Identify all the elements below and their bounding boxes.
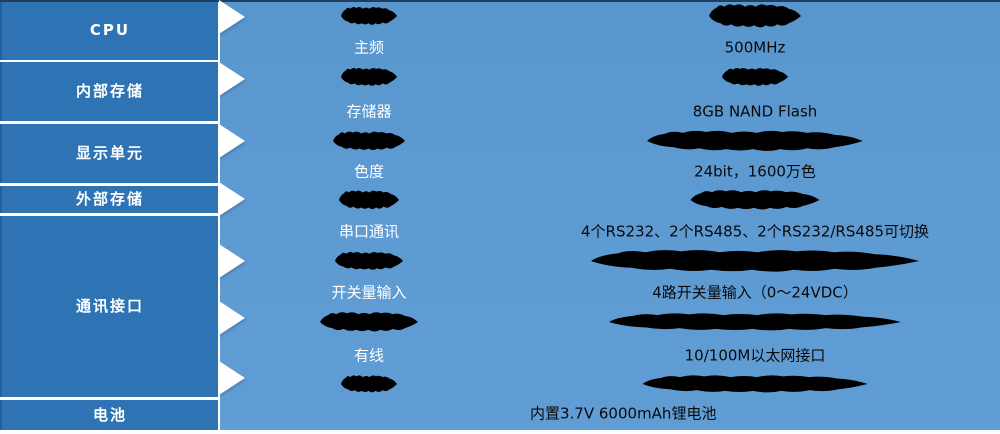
redacted-text [642,375,868,393]
param-label: 有线 [353,346,385,365]
param-label: 存储器 [346,102,392,121]
chevron-right-icon [219,124,245,158]
sidebar-category-internal-storage: 内部存储 [0,62,218,121]
redacted-text [335,251,403,270]
sidebar-category-comm-interface: 通讯接口 [0,216,218,397]
value-label: 4个RS232、2个RS485、2个RS232/RS485可切换 [581,222,929,241]
chevron-right-icon [219,182,245,216]
value-label: 24bit，1600万色 [694,162,816,181]
value-label: 10/100M以太网接口 [684,346,826,365]
sidebar: CPU 内部存储显示单元外部存储通讯接口电池 [0,0,220,430]
param-label: 串口通讯 [338,222,400,241]
value-label: 8GB NAND Flash [692,102,818,121]
sidebar-category-battery: 电池 [0,400,218,430]
redacted-text [609,313,901,331]
redacted-text [320,312,418,332]
chevron-right-icon [219,0,245,34]
category-label: 通讯接口 [75,297,144,315]
redacted-text [339,190,399,210]
chevron-right-icon [219,244,245,278]
redacted-text [341,375,397,393]
category-label: CPU [89,21,131,39]
param-label: 主频 [353,38,385,57]
redacted-text [333,131,405,151]
redacted-text [341,67,397,86]
value-label: 500MHz [724,38,786,57]
chevron-right-icon [219,361,245,395]
category-label: 外部存储 [75,190,144,208]
value-label: 4路开关量输入（0～24VDC） [652,283,858,302]
redacted-text [341,6,397,25]
category-label: 显示单元 [75,144,144,162]
category-label: 电池 [92,405,127,424]
sidebar-category-external-storage: 外部存储 [0,186,218,213]
top-border [0,0,1000,2]
battery-value-label: 内置3.7V 6000mAh锂电池 [530,404,717,423]
sidebar-category-display-unit: 显示单元 [0,124,218,183]
bottom-border [0,430,1000,434]
redacted-text [647,130,863,151]
param-label: 色度 [353,162,385,181]
redacted-text [709,4,801,28]
sidebar-category-cpu: CPU [0,1,218,60]
chevron-right-icon [219,62,245,96]
redacted-text [722,67,788,86]
redacted-text [591,250,919,272]
chevron-right-icon [219,301,245,335]
redacted-text [690,190,820,210]
param-label: 开关量输入 [331,283,407,302]
category-label: 内部存储 [75,82,144,100]
